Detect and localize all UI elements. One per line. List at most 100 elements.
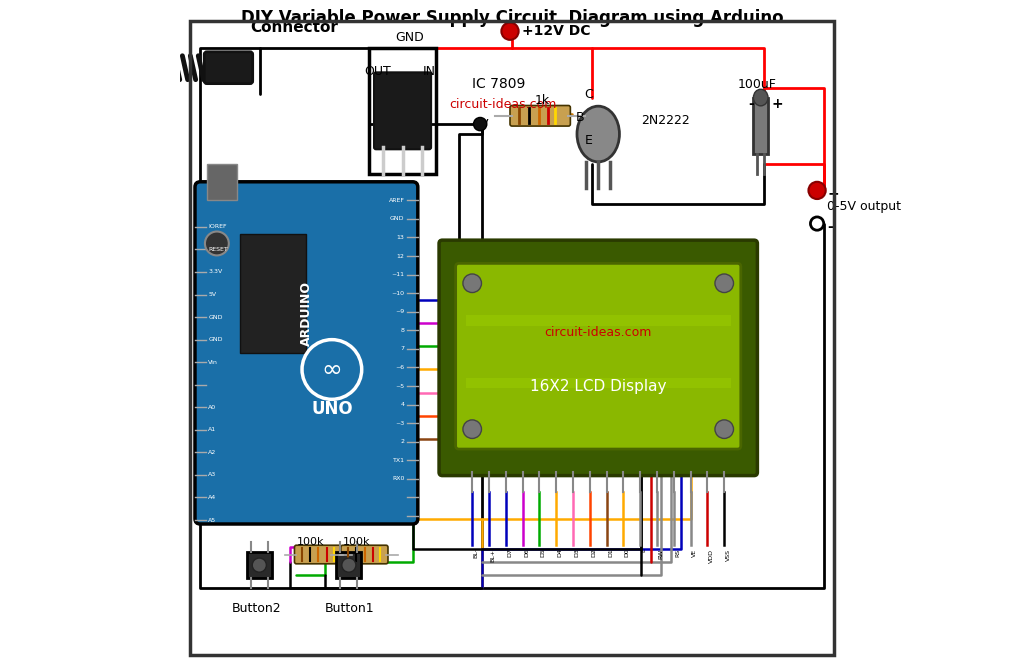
FancyBboxPatch shape [456, 263, 740, 449]
Text: 0V: 0V [473, 118, 489, 131]
Bar [754, 97, 768, 154]
Text: ~9: ~9 [395, 309, 404, 314]
Text: -: - [748, 97, 754, 111]
Text: +12V DC: +12V DC [522, 24, 591, 38]
Circle shape [715, 274, 733, 292]
FancyBboxPatch shape [374, 73, 431, 149]
Text: 100k: 100k [343, 537, 371, 547]
Text: Connector: Connector [250, 21, 338, 35]
Text: 7: 7 [400, 346, 404, 352]
Text: AREF: AREF [388, 198, 404, 203]
Text: ~6: ~6 [395, 365, 404, 370]
Text: D0: D0 [625, 549, 630, 557]
Bar [370, 48, 436, 174]
Text: +: + [827, 186, 839, 200]
Text: B: B [575, 111, 585, 124]
Circle shape [252, 558, 266, 572]
Bar [247, 552, 272, 578]
Text: A1: A1 [208, 428, 216, 432]
Text: 13: 13 [396, 235, 404, 240]
Text: A5: A5 [208, 517, 216, 523]
Text: Button2: Button2 [231, 602, 282, 615]
Text: 100uF: 100uF [738, 78, 777, 91]
Text: ARDUINO: ARDUINO [300, 280, 313, 346]
Text: GND: GND [390, 216, 404, 221]
Text: 2: 2 [400, 440, 404, 444]
FancyBboxPatch shape [341, 545, 388, 564]
Text: ~11: ~11 [391, 272, 404, 277]
Text: BL-: BL- [473, 549, 478, 558]
Text: D6: D6 [524, 549, 529, 557]
Text: Vin: Vin [208, 360, 218, 365]
FancyBboxPatch shape [204, 52, 253, 84]
Text: OUT: OUT [364, 65, 391, 77]
Circle shape [205, 232, 228, 255]
Text: A4: A4 [208, 495, 216, 500]
Text: ~5: ~5 [395, 384, 404, 388]
Text: A3: A3 [208, 472, 216, 478]
Text: D7: D7 [507, 549, 512, 557]
Ellipse shape [577, 106, 620, 162]
Text: 100k: 100k [297, 537, 324, 547]
Text: D5: D5 [541, 549, 546, 557]
Circle shape [810, 217, 823, 230]
Circle shape [463, 420, 481, 438]
Bar [207, 164, 237, 200]
Text: GND: GND [208, 337, 223, 342]
Text: ~10: ~10 [391, 290, 404, 296]
Text: -: - [827, 220, 833, 234]
Text: D4: D4 [557, 549, 562, 557]
Text: 8: 8 [400, 328, 404, 333]
Text: RW: RW [658, 549, 664, 559]
Text: GND: GND [395, 31, 424, 45]
Ellipse shape [754, 89, 768, 106]
Text: IOREF: IOREF [208, 224, 227, 229]
Text: D2: D2 [591, 549, 596, 557]
Text: UNO: UNO [311, 400, 352, 418]
FancyBboxPatch shape [195, 182, 418, 524]
Text: VDD: VDD [709, 549, 714, 563]
Text: circuit-ideas.com: circuit-ideas.com [449, 98, 556, 111]
Text: D3: D3 [574, 549, 580, 557]
Text: RS: RS [675, 549, 680, 557]
Text: 2N2222: 2N2222 [641, 115, 690, 127]
Text: E: E [585, 134, 592, 147]
Text: A0: A0 [208, 405, 216, 410]
Circle shape [473, 117, 486, 131]
Text: VE: VE [692, 549, 697, 557]
Text: RX0: RX0 [392, 476, 404, 482]
Bar [336, 552, 361, 578]
Text: 3.3V: 3.3V [208, 270, 222, 274]
FancyBboxPatch shape [439, 240, 758, 476]
Text: 1k: 1k [535, 95, 550, 107]
FancyBboxPatch shape [295, 545, 342, 564]
Text: BL+: BL+ [490, 549, 496, 561]
Text: VSS: VSS [726, 549, 730, 561]
Bar [466, 378, 731, 388]
Bar [466, 315, 731, 326]
Text: 0-5V output: 0-5V output [827, 200, 901, 214]
Text: ∞: ∞ [322, 358, 342, 382]
Circle shape [809, 182, 825, 199]
Text: 4: 4 [400, 402, 404, 407]
Text: GND: GND [208, 314, 223, 320]
Text: A2: A2 [208, 450, 216, 455]
Bar [240, 234, 306, 353]
Text: Button1: Button1 [325, 602, 375, 615]
Text: 16X2 LCD Display: 16X2 LCD Display [530, 378, 667, 394]
Circle shape [502, 23, 518, 40]
Text: RESET: RESET [208, 247, 228, 252]
Circle shape [715, 420, 733, 438]
Text: circuit-ideas.com: circuit-ideas.com [545, 326, 652, 340]
Circle shape [342, 558, 356, 572]
Text: 12: 12 [396, 254, 404, 258]
Text: IC 7809: IC 7809 [472, 77, 525, 91]
Text: DIY Variable Power Supply Circuit  Diagram using Arduino: DIY Variable Power Supply Circuit Diagra… [241, 9, 783, 27]
Text: E: E [642, 549, 646, 552]
Text: C: C [584, 88, 593, 101]
Text: 5V: 5V [208, 292, 216, 297]
Text: ~3: ~3 [395, 421, 404, 426]
Text: TX1: TX1 [392, 458, 404, 463]
Text: IN: IN [423, 65, 435, 77]
Text: +: + [771, 97, 783, 111]
